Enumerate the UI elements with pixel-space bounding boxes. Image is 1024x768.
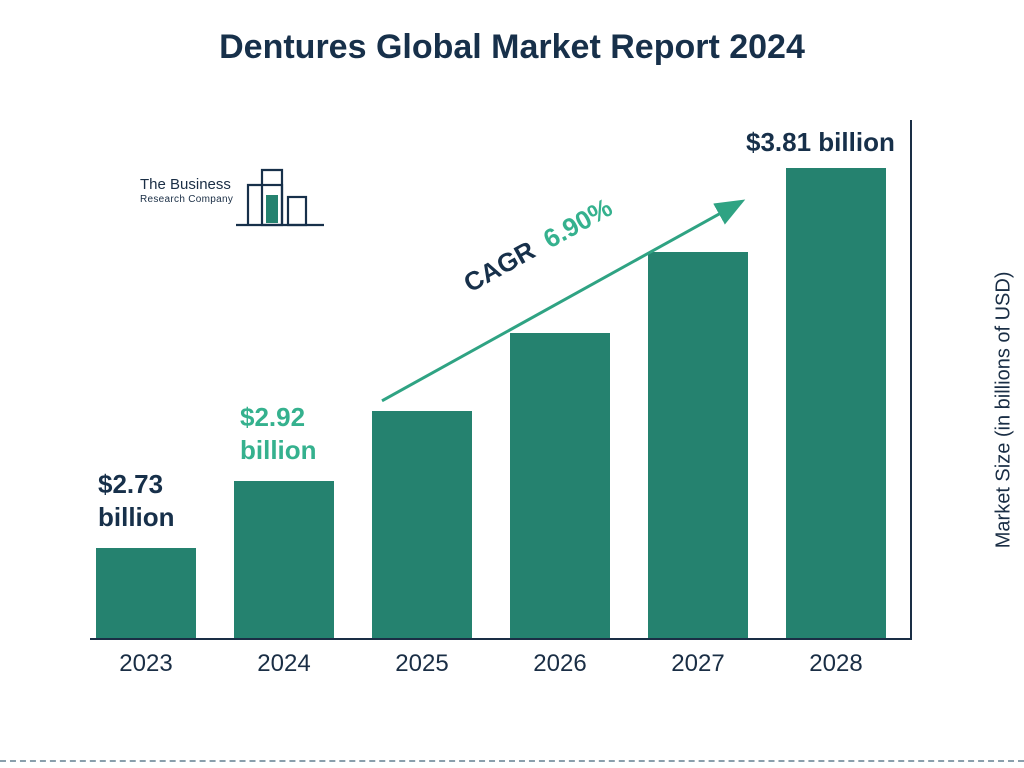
bar (372, 411, 472, 638)
bar (234, 481, 334, 638)
x-axis-label: 2024 (234, 650, 334, 678)
chart-area: 2023 2024 2025 2026 2027 2028 (90, 120, 910, 680)
x-axis-line (90, 638, 910, 640)
x-axis-label: 2023 (96, 650, 196, 678)
x-axis-label: 2028 (786, 650, 886, 678)
y-axis-label: Market Size (in billions of USD) (993, 272, 1016, 549)
callout-last-bar: $3.81 billion (746, 126, 895, 159)
x-axis-label: 2027 (648, 650, 748, 678)
bar (648, 252, 748, 638)
y-axis-right-line (910, 120, 912, 640)
callout-first-bar: $2.73 billion (98, 468, 175, 533)
callout-second-line2: billion (240, 434, 317, 467)
bar (786, 168, 886, 638)
x-labels-container: 2023 2024 2025 2026 2027 2028 (90, 644, 910, 680)
bar (510, 333, 610, 638)
x-axis-label: 2026 (510, 650, 610, 678)
dashed-footer-line (0, 760, 1024, 762)
callout-second-line1: $2.92 (240, 401, 317, 434)
callout-first-line1: $2.73 (98, 468, 175, 501)
callout-last-text: $3.81 billion (746, 127, 895, 157)
x-axis-label: 2025 (372, 650, 472, 678)
chart-title-text: Dentures Global Market Report 2024 (219, 28, 805, 66)
bars-container (90, 118, 910, 638)
callout-first-line2: billion (98, 501, 175, 534)
chart-title: Dentures Global Market Report 2024 (0, 28, 1024, 67)
callout-second-bar: $2.92 billion (240, 401, 317, 466)
bar (96, 548, 196, 638)
